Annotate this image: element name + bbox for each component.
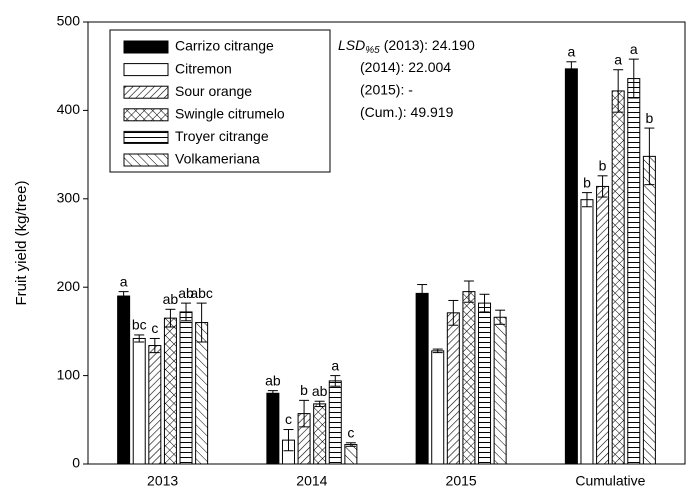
- significance-letter: bc: [132, 317, 147, 333]
- significance-letter: ab: [265, 372, 281, 388]
- bar: [415, 292, 429, 465]
- significance-letter: a: [614, 51, 622, 67]
- legend-box: [109, 29, 331, 173]
- significance-letter: b: [645, 110, 653, 126]
- y-tick-label: 200: [57, 278, 81, 294]
- bar: [328, 380, 342, 465]
- error-bar: [566, 61, 577, 77]
- error-bar: [628, 58, 639, 99]
- bar: [564, 68, 578, 465]
- error-bar: [267, 390, 278, 397]
- x-tick-label: 2015: [446, 473, 477, 489]
- bar: [344, 444, 358, 465]
- error-bar: [118, 291, 129, 301]
- x-tick-label: Cumulative: [575, 473, 645, 489]
- bar: [195, 322, 209, 465]
- legend-label: Carrizo citrange: [175, 38, 274, 54]
- error-bar: [495, 309, 506, 325]
- bar: [313, 403, 327, 465]
- legend-swatch: [123, 63, 169, 77]
- significance-letter: a: [120, 273, 128, 289]
- x-tick-label: 2014: [296, 473, 327, 489]
- error-bar: [644, 127, 655, 186]
- legend-swatch: [123, 40, 169, 54]
- significance-letter: b: [300, 382, 308, 398]
- error-bar: [134, 334, 145, 343]
- error-bar: [463, 280, 474, 303]
- significance-letter: a: [567, 43, 575, 59]
- bar: [266, 392, 280, 465]
- bar: [580, 199, 594, 465]
- error-bar: [417, 284, 428, 303]
- significance-letter: ab: [178, 285, 194, 301]
- bar: [132, 337, 146, 465]
- error-bar: [165, 308, 176, 328]
- bar: [117, 295, 131, 465]
- legend-label: Citremon: [175, 60, 232, 76]
- significance-letter: ab: [163, 291, 179, 307]
- lsd-line: (2014): 22.004: [360, 59, 451, 75]
- lsd-line: (2015): -: [360, 82, 413, 98]
- bar: [446, 312, 460, 465]
- bar: [148, 345, 162, 465]
- bar: [642, 155, 656, 465]
- bar: [462, 291, 476, 465]
- bar: [478, 302, 492, 465]
- significance-letter: a: [331, 357, 339, 373]
- significance-letter: b: [599, 158, 607, 174]
- legend-label: Sour orange: [175, 83, 252, 99]
- error-bar: [283, 429, 294, 452]
- legend-label: Volkameriana: [175, 151, 260, 167]
- error-bar: [581, 192, 592, 208]
- y-tick-label: 400: [57, 101, 81, 117]
- bar: [179, 311, 193, 465]
- y-tick-label: 500: [57, 13, 81, 29]
- significance-letter: c: [347, 424, 354, 440]
- x-tick-label: 2013: [147, 473, 178, 489]
- bar: [596, 185, 610, 465]
- bar: [611, 90, 625, 465]
- significance-letter: abc: [190, 285, 213, 301]
- plot-frame: [87, 21, 686, 465]
- error-bar: [432, 348, 443, 354]
- significance-letter: c: [151, 320, 158, 336]
- lsd-label: LSD: [338, 37, 365, 53]
- legend-label: Swingle citrumelo: [175, 106, 285, 122]
- y-axis-label: Fruit yield (kg/tree): [13, 180, 30, 305]
- lsd-line: (2013): 24.190: [384, 37, 475, 53]
- error-bar: [448, 299, 459, 326]
- error-bar: [181, 302, 192, 322]
- bar: [627, 78, 641, 465]
- error-bar: [345, 442, 356, 447]
- legend-swatch: [123, 85, 169, 99]
- bar: [493, 316, 507, 465]
- error-bar: [299, 399, 310, 428]
- y-tick-label: 0: [72, 455, 80, 471]
- significance-letter: b: [583, 174, 591, 190]
- significance-letter: c: [285, 411, 292, 427]
- bar: [431, 350, 445, 465]
- error-bar: [314, 400, 325, 408]
- y-tick-label: 300: [57, 190, 81, 206]
- lsd-subscript: %5: [365, 45, 380, 56]
- error-bar: [597, 175, 608, 198]
- error-bar: [149, 337, 160, 354]
- significance-letter: a: [630, 41, 638, 57]
- legend-swatch: [123, 108, 169, 122]
- error-bar: [613, 69, 624, 113]
- error-bar: [196, 302, 207, 343]
- lsd-line: (Cum.): 49.919: [360, 104, 454, 120]
- significance-letter: ab: [312, 383, 328, 399]
- error-bar: [330, 375, 341, 387]
- legend-label: Troyer citrange: [175, 128, 269, 144]
- legend-swatch: [123, 130, 169, 144]
- legend-swatch: [123, 153, 169, 167]
- error-bar: [479, 293, 490, 313]
- bar: [163, 317, 177, 465]
- annotation-label: LSD%5 (2013): 24.190: [338, 37, 475, 56]
- y-tick-label: 100: [57, 366, 81, 382]
